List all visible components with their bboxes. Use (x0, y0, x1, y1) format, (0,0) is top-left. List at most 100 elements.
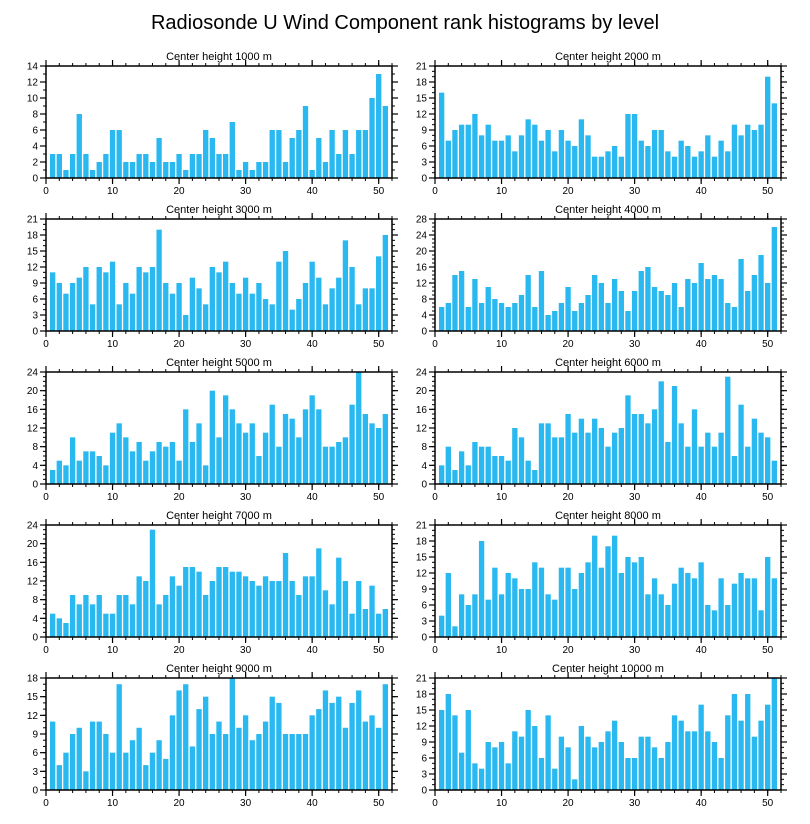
bar-rank-46 (349, 702, 355, 790)
bar-rank-44 (336, 696, 342, 790)
bar-rank-37 (678, 140, 684, 178)
bar-rank-10 (109, 613, 116, 637)
y-tick-label: 20 (27, 386, 39, 397)
bar-rank-43 (718, 578, 724, 637)
histogram-panel-center-height-3000-m: Center height 3000 m 0 10 20 30 40 50 0 3 6 9 12 15 1… (0, 201, 405, 354)
bar-rank-1 (438, 465, 445, 484)
bar-rank-49 (369, 423, 375, 484)
bar-rank-8 (485, 124, 491, 178)
bar-rank-5 (76, 727, 82, 790)
y-tick-label: 6 (421, 601, 427, 612)
bar-rank-7 (478, 768, 485, 790)
bar-rank-24 (203, 304, 209, 331)
bar-rank-26 (605, 731, 611, 790)
bar-rank-35 (276, 702, 282, 790)
bar-rank-41 (316, 709, 322, 790)
y-tick-label: 2 (32, 158, 38, 169)
bar-rank-24 (203, 465, 209, 484)
bar-rank-33 (651, 578, 658, 637)
bar-rank-14 (525, 710, 531, 790)
bar-rank-6 (83, 771, 89, 790)
y-tick-label: 0 (421, 480, 427, 491)
bar-rank-45 (342, 581, 349, 637)
bar-rank-43 (718, 140, 724, 178)
x-tick-label: 40 (696, 186, 708, 197)
y-tick-label: 18 (27, 674, 39, 685)
bar-rank-43 (718, 758, 724, 790)
bar-rank-9 (103, 154, 109, 178)
bar-rank-18 (163, 758, 169, 790)
bar-rank-25 (598, 156, 604, 178)
y-tick-label: 4 (421, 461, 427, 472)
bar-rank-33 (651, 409, 658, 484)
bar-rank-40 (698, 151, 704, 178)
bar-rank-9 (103, 734, 109, 790)
bar-rank-16 (149, 267, 156, 331)
bar-rank-22 (189, 154, 196, 178)
bar-rank-25 (209, 267, 215, 331)
bar-rank-25 (598, 567, 604, 637)
bar-rank-7 (478, 303, 485, 331)
panel-title: Center height 6000 m (555, 357, 661, 369)
bar-rank-3 (452, 626, 458, 637)
bar-rank-32 (645, 267, 651, 331)
bar-rank-5 (465, 465, 471, 484)
bar-rank-27 (222, 734, 229, 790)
bar-rank-3 (63, 465, 69, 484)
bar-rank-26 (216, 567, 222, 637)
y-tick-label: 3 (421, 617, 427, 628)
plot-center-height-4000-m: Center height 4000 m 0 10 20 30 40 50 0 4 8 12 16 20… (416, 204, 787, 350)
bar-rank-1 (49, 721, 56, 790)
y-tick-label: 3 (421, 158, 427, 169)
bar-rank-45 (342, 240, 349, 331)
bar-rank-42 (711, 610, 718, 637)
bar-rank-4 (458, 124, 465, 178)
bar-rank-47 (745, 578, 751, 637)
bar-rank-10 (109, 261, 116, 331)
bar-rank-34 (658, 291, 664, 331)
bar-rank-31 (249, 740, 255, 790)
bar-rank-28 (229, 678, 235, 790)
y-tick-label: 9 (421, 126, 427, 137)
bar-rank-43 (718, 432, 724, 484)
bar-rank-17 (156, 138, 162, 178)
bar-rank-30 (631, 291, 638, 331)
bar-rank-22 (578, 573, 585, 637)
bar-rank-48 (751, 578, 758, 637)
bar-rank-12 (123, 752, 129, 790)
bar-rank-32 (256, 456, 262, 484)
bar-rank-18 (163, 595, 169, 637)
bar-rank-41 (316, 138, 322, 178)
bar-rank-4 (458, 451, 465, 484)
bar-rank-27 (611, 432, 618, 484)
x-tick-label: 20 (174, 798, 186, 809)
bar-rank-42 (711, 275, 718, 331)
bar-rank-29 (625, 758, 631, 790)
bar-rank-27 (611, 146, 618, 178)
bar-rank-15 (532, 562, 538, 637)
x-tick-label: 10 (107, 492, 119, 503)
bar-rank-27 (222, 261, 229, 331)
x-tick-label: 0 (43, 798, 49, 809)
bar-rank-9 (492, 747, 498, 790)
x-tick-label: 50 (762, 186, 774, 197)
panel-title: Center height 4000 m (555, 204, 661, 216)
bar-rank-28 (229, 571, 235, 637)
bar-rank-22 (189, 567, 196, 637)
bar-rank-32 (256, 585, 262, 637)
bar-rank-4 (69, 734, 76, 790)
bar-rank-51 (382, 684, 388, 790)
y-tick-label: 18 (416, 537, 428, 548)
bar-rank-26 (216, 154, 222, 178)
bar-rank-30 (242, 576, 249, 637)
bar-rank-17 (545, 594, 551, 637)
bar-rank-23 (196, 154, 202, 178)
y-tick-label: 3 (32, 311, 38, 322)
x-tick-label: 50 (373, 645, 385, 656)
bar-rank-8 (96, 721, 102, 790)
bar-rank-37 (678, 720, 684, 790)
bar-rank-11 (116, 684, 122, 790)
bar-rank-26 (216, 721, 222, 790)
bar-rank-39 (302, 734, 309, 790)
panel-title: Center height 7000 m (166, 510, 272, 522)
